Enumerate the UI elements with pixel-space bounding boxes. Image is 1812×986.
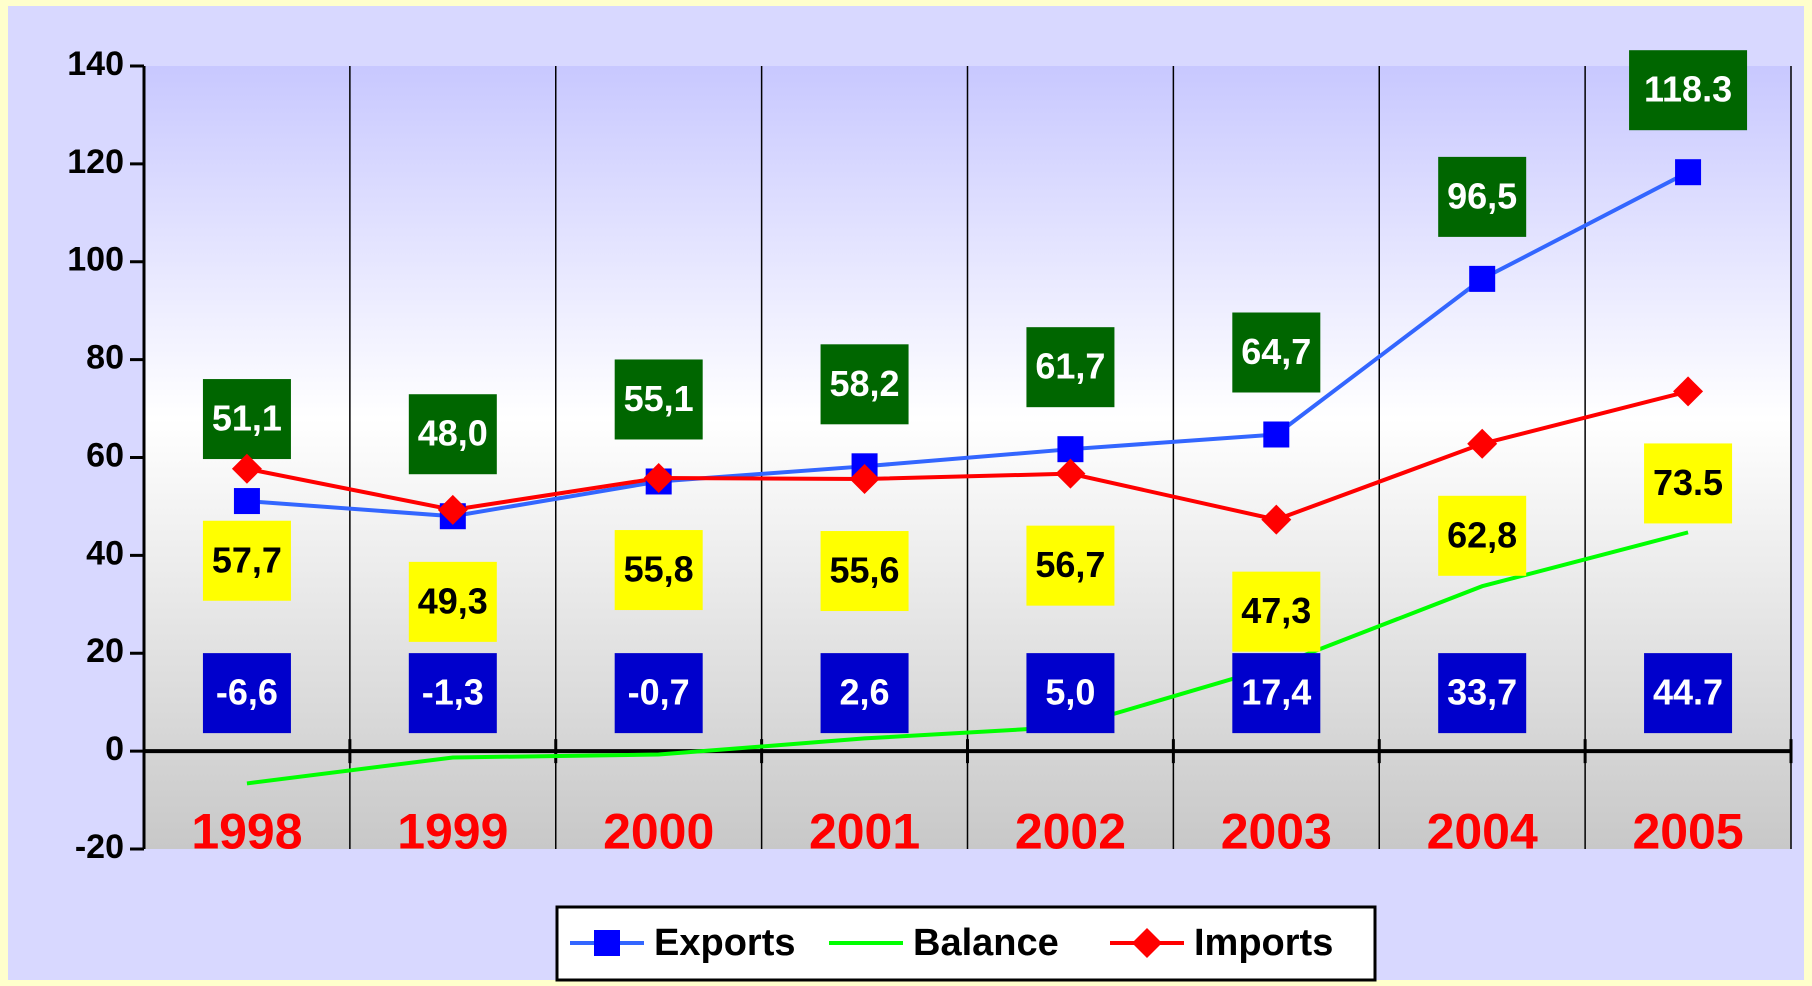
data-label: -6,6 (216, 672, 278, 713)
data-label: -0,7 (628, 672, 690, 713)
data-label: 96,5 (1447, 175, 1517, 216)
marker (233, 488, 260, 515)
y-tick-label: 20 (86, 632, 124, 670)
data-label: 49,3 (418, 580, 488, 621)
data-label: 55,8 (624, 549, 694, 590)
y-tick-label: 40 (86, 534, 124, 572)
marker (437, 494, 468, 525)
data-label: 56,7 (1035, 544, 1105, 585)
marker (849, 464, 880, 495)
legend-label: Imports (1194, 922, 1333, 964)
label-box (408, 561, 497, 642)
marker (1132, 928, 1162, 958)
marker (1263, 421, 1290, 448)
label-box (1438, 495, 1527, 576)
label-box (1644, 653, 1733, 734)
label-box (820, 344, 909, 425)
data-label: 5,0 (1045, 672, 1095, 713)
series-line (246, 530, 1689, 786)
marker (1469, 265, 1496, 292)
y-tick-label: -20 (75, 828, 124, 866)
data-label: 17,4 (1241, 672, 1311, 713)
label-box (1232, 312, 1321, 393)
data-label: 48,0 (418, 413, 488, 454)
label-box (202, 653, 291, 734)
data-label: 118.3 (1644, 69, 1732, 110)
label-box (408, 394, 497, 475)
y-tick-label: 60 (86, 436, 124, 474)
label-box (820, 531, 909, 612)
label-box (1629, 50, 1748, 131)
series-line (246, 170, 1689, 519)
legend (555, 905, 1377, 982)
legend-label: Balance (913, 922, 1059, 964)
data-label: 55,1 (624, 378, 694, 419)
data-label: 55,6 (830, 550, 900, 591)
label-box (820, 653, 909, 734)
marker (1675, 159, 1702, 186)
data-label: 61,7 (1035, 346, 1105, 387)
marker (1055, 458, 1086, 489)
label-box (1232, 571, 1321, 652)
x-tick-label: 2000 (603, 803, 714, 859)
y-tick-label: 0 (105, 730, 124, 768)
data-label: 58,2 (830, 363, 900, 404)
data-label: 44.7 (1653, 672, 1723, 713)
marker (1057, 436, 1084, 463)
y-tick-label: 120 (67, 143, 124, 181)
label-box (1026, 525, 1115, 606)
data-label: 73.5 (1653, 462, 1723, 503)
x-tick-label: 1998 (191, 803, 302, 859)
x-tick-label: 2002 (1015, 803, 1126, 859)
y-tick-label: 100 (67, 241, 124, 279)
label-box (614, 359, 703, 440)
data-label: 57,7 (212, 539, 282, 580)
x-tick-label: 2005 (1632, 803, 1743, 859)
marker (1673, 376, 1704, 407)
data-label: 51,1 (212, 398, 282, 439)
x-tick-label: 2001 (809, 803, 920, 859)
data-label: 64,7 (1241, 331, 1311, 372)
label-box (202, 520, 291, 601)
x-tick-label: 2003 (1221, 803, 1332, 859)
data-label: 2,6 (840, 672, 890, 713)
label-box (1438, 653, 1527, 734)
y-tick-label: 140 (67, 45, 124, 83)
data-label: 47,3 (1241, 590, 1311, 631)
label-box (408, 653, 497, 734)
label-box (1026, 653, 1115, 734)
label-box (614, 653, 703, 734)
marker (1261, 504, 1292, 535)
x-tick-label: 1999 (397, 803, 508, 859)
label-box (1644, 443, 1733, 524)
label-box (1232, 653, 1321, 734)
series-line (246, 389, 1689, 522)
y-tick-label: 80 (86, 339, 124, 377)
data-label: 62,8 (1447, 514, 1517, 555)
marker (231, 453, 262, 484)
marker (1467, 428, 1498, 459)
data-label: 33,7 (1447, 672, 1517, 713)
marker (594, 930, 620, 956)
x-tick-label: 2004 (1427, 803, 1538, 859)
label-box (202, 379, 291, 460)
marker (643, 463, 674, 494)
data-label: -1,3 (422, 672, 484, 713)
label-box (1438, 156, 1527, 237)
label-box (614, 530, 703, 611)
label-box (1026, 327, 1115, 408)
legend-label: Exports (654, 922, 795, 964)
